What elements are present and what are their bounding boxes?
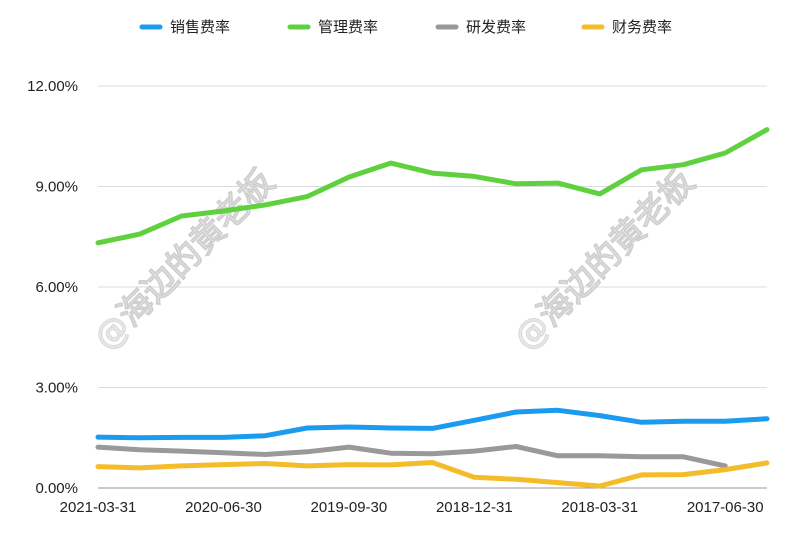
y-tick-label: 9.00%	[35, 179, 78, 196]
y-tick-label: 0.00%	[35, 480, 78, 497]
series-line	[95, 127, 770, 246]
x-tick-label: 2018-03-31	[561, 499, 638, 516]
series-lines	[95, 127, 770, 489]
watermark-text: @海边的黄老板	[86, 162, 283, 359]
series-line	[95, 444, 728, 469]
series-line	[95, 407, 770, 441]
x-tick-label: 2018-12-31	[436, 499, 513, 516]
y-tick-label: 12.00%	[27, 78, 78, 95]
legend-label: 财务费率	[612, 18, 672, 36]
x-tick-label: 2017-06-30	[687, 499, 764, 516]
x-tick-label: 2021-03-31	[60, 499, 137, 516]
x-tick-label: 2020-06-30	[185, 499, 262, 516]
legend-label: 管理费率	[318, 18, 378, 36]
series-line	[95, 460, 770, 489]
x-axis: 2021-03-31 2020-06-30 2019-09-30 2018-12-31…	[60, 499, 764, 516]
x-tick-label: 2019-09-30	[311, 499, 388, 516]
legend-label: 研发费率	[466, 18, 526, 36]
y-tick-label: 6.00%	[35, 279, 78, 296]
y-tick-label: 3.00%	[35, 380, 78, 397]
watermarks: @海边的黄老板 @海边的黄老板	[86, 162, 703, 359]
gridlines	[98, 85, 767, 489]
legend: 销售费率 管理费率 研发费率 财务费率	[139, 18, 672, 36]
legend-label: 销售费率	[170, 18, 230, 36]
y-axis: 0.00% 3.00% 6.00% 9.00% 12.00%	[27, 78, 78, 497]
